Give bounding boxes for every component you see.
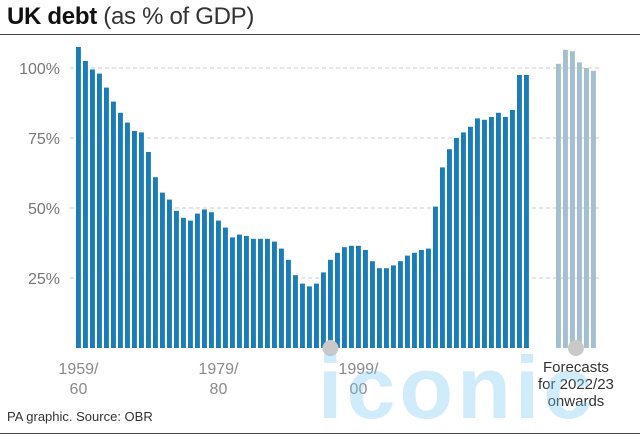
y-tick-label-100: 100% [19,61,60,78]
actual-bar-5 [111,101,116,348]
actual-bar-22 [230,237,235,348]
forecast-note-line-1: for 2022/23 [538,376,614,393]
x-tick-label-40-0: 1999/ [338,361,379,378]
y-tick-label-50: 50% [28,201,60,218]
actual-bar-1 [83,61,88,348]
actual-bar-26 [258,238,263,348]
actual-bar-25 [251,238,256,348]
baseline-marker-forecast [567,340,584,356]
actual-bar-23 [237,234,242,348]
y-tick-label-75: 75% [28,131,60,148]
forecast-bar-3 [577,62,582,349]
y-tick-label-25: 25% [28,271,60,288]
forecast-bar-4 [584,68,589,348]
actual-bar-48 [412,252,417,348]
actual-bar-2 [90,69,95,349]
baseline-marker-36 [322,340,339,356]
actual-bar-31 [293,275,298,348]
actual-bar-37 [335,252,340,348]
footer-divider [0,433,640,434]
actual-bar-46 [398,261,403,348]
actual-bar-49 [419,250,424,348]
actual-bar-7 [125,122,130,348]
actual-bar-17 [195,213,200,348]
actual-bar-59 [489,117,494,348]
actual-bar-12 [160,192,165,348]
actual-bar-30 [286,259,291,348]
source-note: PA graphic. Source: OBR [7,409,153,424]
x-tick-label-0-1: 60 [70,381,88,398]
actual-bar-60 [496,112,501,348]
actual-bar-16 [188,220,193,348]
actual-bar-0 [76,47,81,348]
actual-bar-4 [104,87,109,348]
actual-bar-29 [279,248,284,348]
actual-bar-50 [426,248,431,348]
actual-bar-36 [328,259,333,348]
forecast-note-line-0: Forecasts [543,359,609,376]
actual-bar-9 [139,132,144,348]
actual-bar-11 [153,177,158,348]
actual-bar-42 [370,261,375,348]
actual-bar-8 [132,131,137,348]
actual-bar-28 [272,241,277,348]
actual-bar-61 [503,117,508,348]
x-tick-label-20-0: 1979/ [198,361,239,378]
actual-bar-33 [307,286,312,348]
actual-bar-41 [363,250,368,348]
actual-bar-14 [174,210,179,348]
actual-bar-63 [517,75,522,348]
chart-title: UK debt (as % of GDP) [7,2,254,32]
x-tick-label-0-0: 1959/ [58,361,99,378]
actual-bar-55 [461,132,466,348]
actual-bar-35 [321,272,326,348]
actual-bar-52 [440,167,445,348]
chart-title-main: UK debt [7,3,97,30]
actual-bar-34 [314,283,319,348]
actual-bar-54 [454,138,459,348]
actual-bar-43 [377,268,382,348]
header-divider [0,34,640,35]
forecast-bar-5 [591,70,596,349]
actual-bar-38 [342,247,347,348]
actual-bar-20 [216,220,221,348]
actual-bar-57 [475,118,480,349]
actual-bar-47 [405,255,410,348]
actual-bar-53 [447,149,452,348]
actual-bar-62 [510,110,515,348]
chart-title-qualifier: (as % of GDP) [103,3,255,30]
actual-bar-44 [384,268,389,348]
actual-bar-58 [482,119,487,348]
actual-bar-21 [223,227,228,348]
actual-bar-10 [146,152,151,348]
actual-bar-19 [209,212,214,348]
actual-bar-64 [524,75,529,348]
forecast-note-line-2: onwards [548,393,605,410]
actual-bar-32 [300,283,305,348]
forecast-bar-1 [563,49,568,349]
actual-bar-39 [349,245,354,348]
forecast-bar-2 [570,51,575,348]
actual-bar-13 [167,199,172,348]
actual-bar-15 [181,217,186,348]
x-tick-label-40-1: 00 [350,381,368,398]
actual-bar-56 [468,126,473,348]
actual-bar-40 [356,245,361,348]
actual-bar-3 [97,73,102,348]
actual-bar-6 [118,112,123,348]
actual-bar-45 [391,265,396,348]
actual-bar-27 [265,238,270,348]
actual-bar-51 [433,206,438,348]
x-tick-label-20-1: 80 [210,381,228,398]
forecast-bar-0 [556,63,561,349]
actual-bar-24 [244,236,249,348]
actual-bar-18 [202,209,207,348]
